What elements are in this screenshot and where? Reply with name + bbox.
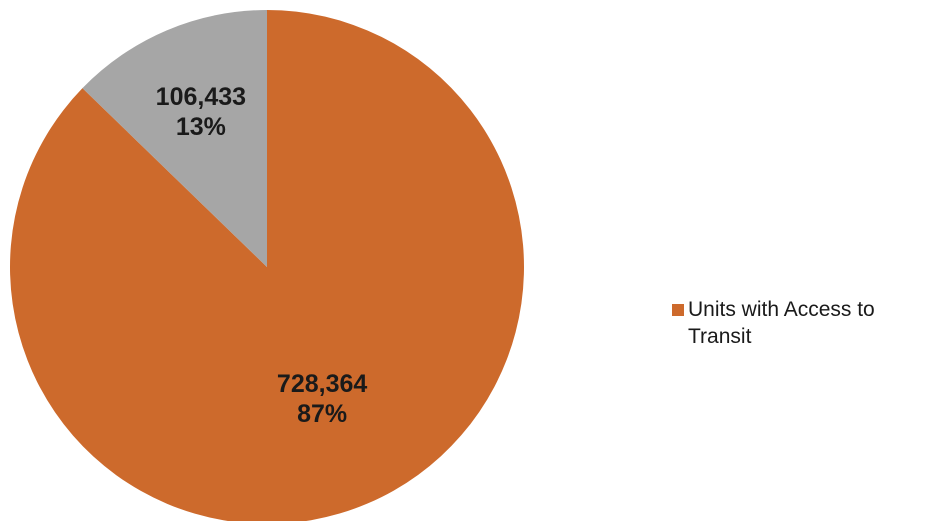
- pie-labels: 728,364 87% 106,433 13%: [156, 83, 368, 428]
- pie-slice-1: [82, 10, 267, 267]
- slice-percent-label-1: 13%: [176, 113, 226, 141]
- legend-label-units-with-access: Units with Access to Transit: [688, 298, 875, 348]
- pie-slice-0: [10, 10, 524, 521]
- slice-value-label-1: 106,433: [156, 83, 246, 111]
- slice-label-1: 106,433 13%: [156, 83, 246, 141]
- chart-legend: Units with Access to Transit: [672, 296, 930, 350]
- slice-percent-label-0: 87%: [297, 400, 347, 428]
- slice-label-0: 728,364 87%: [277, 370, 367, 428]
- slice-value-label-0: 728,364: [277, 370, 367, 398]
- pie-slices: [10, 10, 524, 521]
- legend-swatch-units-with-access: [672, 304, 684, 316]
